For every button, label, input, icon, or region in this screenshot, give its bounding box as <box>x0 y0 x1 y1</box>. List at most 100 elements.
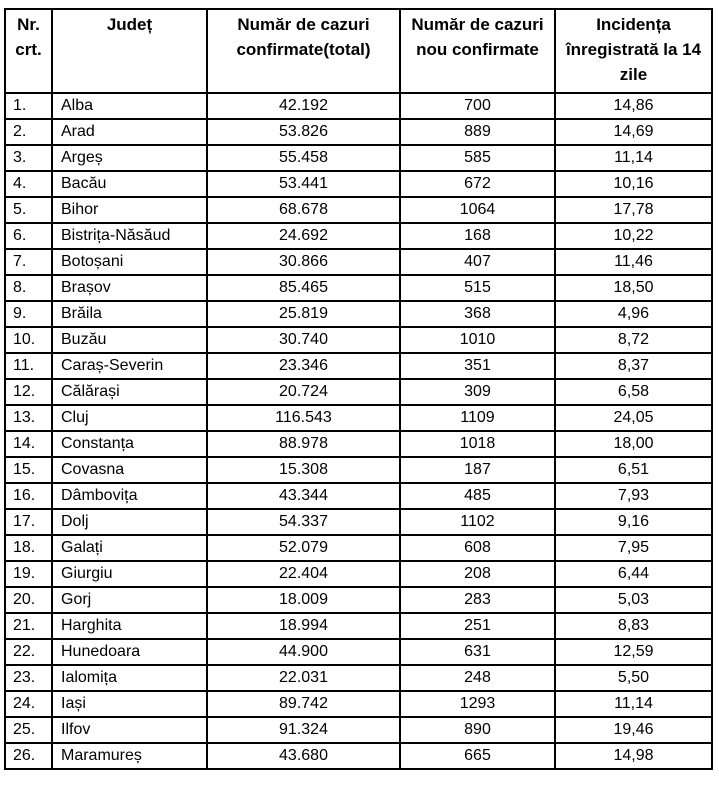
table-row: 6. Bistrița-Năsăud 24.692 168 10,22 <box>4 222 713 250</box>
cell-nou: 608 <box>399 534 556 562</box>
table-row: 7. Botoșani 30.866 407 11,46 <box>4 248 713 276</box>
cell-nou: 889 <box>399 118 556 146</box>
cell-incidenta: 5,03 <box>554 586 713 614</box>
cell-incidenta: 19,46 <box>554 716 713 744</box>
cell-nr: 2. <box>4 118 53 146</box>
cell-nr: 4. <box>4 170 53 198</box>
table-row: 3. Argeș 55.458 585 11,14 <box>4 144 713 172</box>
cell-nou: 485 <box>399 482 556 510</box>
cell-nr: 21. <box>4 612 53 640</box>
cell-nr: 12. <box>4 378 53 406</box>
cell-nr: 1. <box>4 92 53 120</box>
table-row: 19. Giurgiu 22.404 208 6,44 <box>4 560 713 588</box>
cell-nr: 7. <box>4 248 53 276</box>
table-row: 13. Cluj 116.543 1109 24,05 <box>4 404 713 432</box>
cell-nou: 368 <box>399 300 556 328</box>
cell-incidenta: 10,22 <box>554 222 713 250</box>
table-row: 26. Maramureș 43.680 665 14,98 <box>4 742 713 770</box>
cell-incidenta: 17,78 <box>554 196 713 224</box>
cell-incidenta: 4,96 <box>554 300 713 328</box>
cell-incidenta: 7,93 <box>554 482 713 510</box>
cell-judet: Călărași <box>51 378 208 406</box>
cell-judet: Cluj <box>51 404 208 432</box>
cell-total: 20.724 <box>206 378 401 406</box>
cell-nou: 168 <box>399 222 556 250</box>
cell-incidenta: 24,05 <box>554 404 713 432</box>
cell-nr: 8. <box>4 274 53 302</box>
cell-total: 116.543 <box>206 404 401 432</box>
cell-total: 23.346 <box>206 352 401 380</box>
cell-nou: 585 <box>399 144 556 172</box>
cell-total: 25.819 <box>206 300 401 328</box>
cell-total: 53.826 <box>206 118 401 146</box>
cell-total: 55.458 <box>206 144 401 172</box>
col-header-incidenta: Incidența înregistrată la 14 zile <box>554 8 713 94</box>
cell-total: 68.678 <box>206 196 401 224</box>
cell-nou: 1010 <box>399 326 556 354</box>
cell-nr: 16. <box>4 482 53 510</box>
cell-incidenta: 14,86 <box>554 92 713 120</box>
cell-incidenta: 18,00 <box>554 430 713 458</box>
cell-total: 18.009 <box>206 586 401 614</box>
cell-total: 18.994 <box>206 612 401 640</box>
cell-incidenta: 18,50 <box>554 274 713 302</box>
col-header-judet: Județ <box>51 8 208 94</box>
cell-nr: 26. <box>4 742 53 770</box>
cell-nou: 515 <box>399 274 556 302</box>
table-row: 22. Hunedoara 44.900 631 12,59 <box>4 638 713 666</box>
cell-incidenta: 11,14 <box>554 690 713 718</box>
cell-nou: 283 <box>399 586 556 614</box>
cell-nou: 351 <box>399 352 556 380</box>
cell-judet: Bistrița-Năsăud <box>51 222 208 250</box>
table-header: Nr. crt. Județ Număr de cazuri confirmat… <box>4 8 713 94</box>
cell-total: 15.308 <box>206 456 401 484</box>
cell-judet: Botoșani <box>51 248 208 276</box>
cell-nou: 1064 <box>399 196 556 224</box>
cell-judet: Hunedoara <box>51 638 208 666</box>
cell-judet: Bacău <box>51 170 208 198</box>
cell-incidenta: 11,46 <box>554 248 713 276</box>
cell-nou: 187 <box>399 456 556 484</box>
cell-nou: 700 <box>399 92 556 120</box>
cell-total: 44.900 <box>206 638 401 666</box>
cell-total: 43.344 <box>206 482 401 510</box>
cell-judet: Buzău <box>51 326 208 354</box>
cell-nou: 309 <box>399 378 556 406</box>
cell-judet: Gorj <box>51 586 208 614</box>
cell-incidenta: 10,16 <box>554 170 713 198</box>
cell-nr: 19. <box>4 560 53 588</box>
cell-nou: 665 <box>399 742 556 770</box>
col-header-nr-crt: Nr. crt. <box>4 8 53 94</box>
cell-judet: Galați <box>51 534 208 562</box>
table-row: 20. Gorj 18.009 283 5,03 <box>4 586 713 614</box>
cell-incidenta: 12,59 <box>554 638 713 666</box>
cell-nou: 1293 <box>399 690 556 718</box>
cell-incidenta: 6,51 <box>554 456 713 484</box>
cell-nr: 17. <box>4 508 53 536</box>
table-row: 1. Alba 42.192 700 14,86 <box>4 92 713 120</box>
cell-judet: Brăila <box>51 300 208 328</box>
cell-incidenta: 9,16 <box>554 508 713 536</box>
table-row: 4. Bacău 53.441 672 10,16 <box>4 170 713 198</box>
table-row: 11. Caraș-Severin 23.346 351 8,37 <box>4 352 713 380</box>
cell-nou: 248 <box>399 664 556 692</box>
cell-incidenta: 8,83 <box>554 612 713 640</box>
table-row: 25. Ilfov 91.324 890 19,46 <box>4 716 713 744</box>
cell-nr: 15. <box>4 456 53 484</box>
cell-total: 30.740 <box>206 326 401 354</box>
document-page: Nr. crt. Județ Număr de cazuri confirmat… <box>4 8 713 770</box>
cell-nr: 9. <box>4 300 53 328</box>
cell-total: 85.465 <box>206 274 401 302</box>
cell-judet: Giurgiu <box>51 560 208 588</box>
cell-total: 43.680 <box>206 742 401 770</box>
cell-incidenta: 5,50 <box>554 664 713 692</box>
cell-incidenta: 7,95 <box>554 534 713 562</box>
cell-nou: 208 <box>399 560 556 588</box>
table-row: 12. Călărași 20.724 309 6,58 <box>4 378 713 406</box>
cell-nr: 25. <box>4 716 53 744</box>
table-row: 17. Dolj 54.337 1102 9,16 <box>4 508 713 536</box>
table-row: 14. Constanța 88.978 1018 18,00 <box>4 430 713 458</box>
cell-nr: 22. <box>4 638 53 666</box>
table-row: 10. Buzău 30.740 1010 8,72 <box>4 326 713 354</box>
cell-total: 54.337 <box>206 508 401 536</box>
